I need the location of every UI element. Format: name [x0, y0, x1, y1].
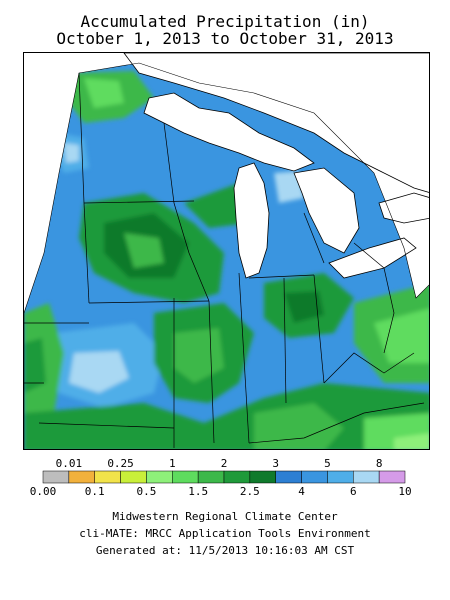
legend-bottom-label: 10 [398, 485, 412, 498]
legend-bin [327, 470, 354, 484]
legend-bottom-label: 4 [298, 485, 305, 498]
lake-ontario [378, 192, 429, 224]
legend-bin [301, 470, 328, 484]
legend-bottom-label: 0.1 [84, 485, 105, 498]
state-borders [24, 72, 425, 448]
map-date-range: October 1, 2013 to October 31, 2013 [56, 29, 394, 48]
credit-timestamp: Generated at: 11/5/2013 10:16:03 AM CST [95, 544, 355, 557]
legend-bottom-label: 0.00 [29, 485, 57, 498]
legend-bin [249, 470, 276, 484]
domain-outline [24, 62, 429, 449]
legend-top-label: 3 [272, 457, 280, 470]
legend-bottom-label: 2.5 [239, 485, 260, 498]
precipitation-map-svg [24, 53, 429, 449]
legend-bin [275, 470, 302, 484]
legend-svg [42, 470, 406, 484]
legend-bin [378, 470, 406, 484]
lake-huron [293, 167, 360, 254]
legend-top-label: 1 [168, 457, 176, 470]
map-title: Accumulated Precipitation (in) [80, 12, 370, 31]
legend-bin [42, 470, 70, 484]
great-lakes [123, 53, 429, 279]
legend-bin [120, 470, 147, 484]
canada-north [123, 53, 429, 193]
legend-top-label: 0.01 [55, 457, 83, 470]
legend-bottom-label: 1.5 [188, 485, 209, 498]
lake-superior [143, 92, 315, 172]
legend-top-label: 2 [220, 457, 228, 470]
credit-organization: Midwestern Regional Climate Center [112, 510, 338, 523]
legend-top-label: 8 [375, 457, 383, 470]
legend-bottom-label: 6 [349, 485, 357, 498]
legend-top-label: 5 [324, 457, 331, 470]
legend-bin [197, 470, 225, 484]
legend-bins [42, 470, 406, 484]
legend-top-label: 0.25 [107, 457, 134, 470]
color-scale-legend [0, 455, 450, 505]
legend-bin [146, 470, 173, 484]
legend-bin [94, 470, 121, 484]
legend-bin [353, 470, 380, 484]
legend-bin [68, 470, 95, 484]
lake-michigan [233, 162, 270, 279]
credit-tool: cli-MATE: MRCC Application Tools Environ… [79, 527, 371, 540]
legend-bin [223, 470, 251, 484]
legend-bottom-label: 0.5 [136, 485, 157, 498]
legend-bin [172, 470, 199, 484]
precipitation-map [23, 52, 430, 450]
